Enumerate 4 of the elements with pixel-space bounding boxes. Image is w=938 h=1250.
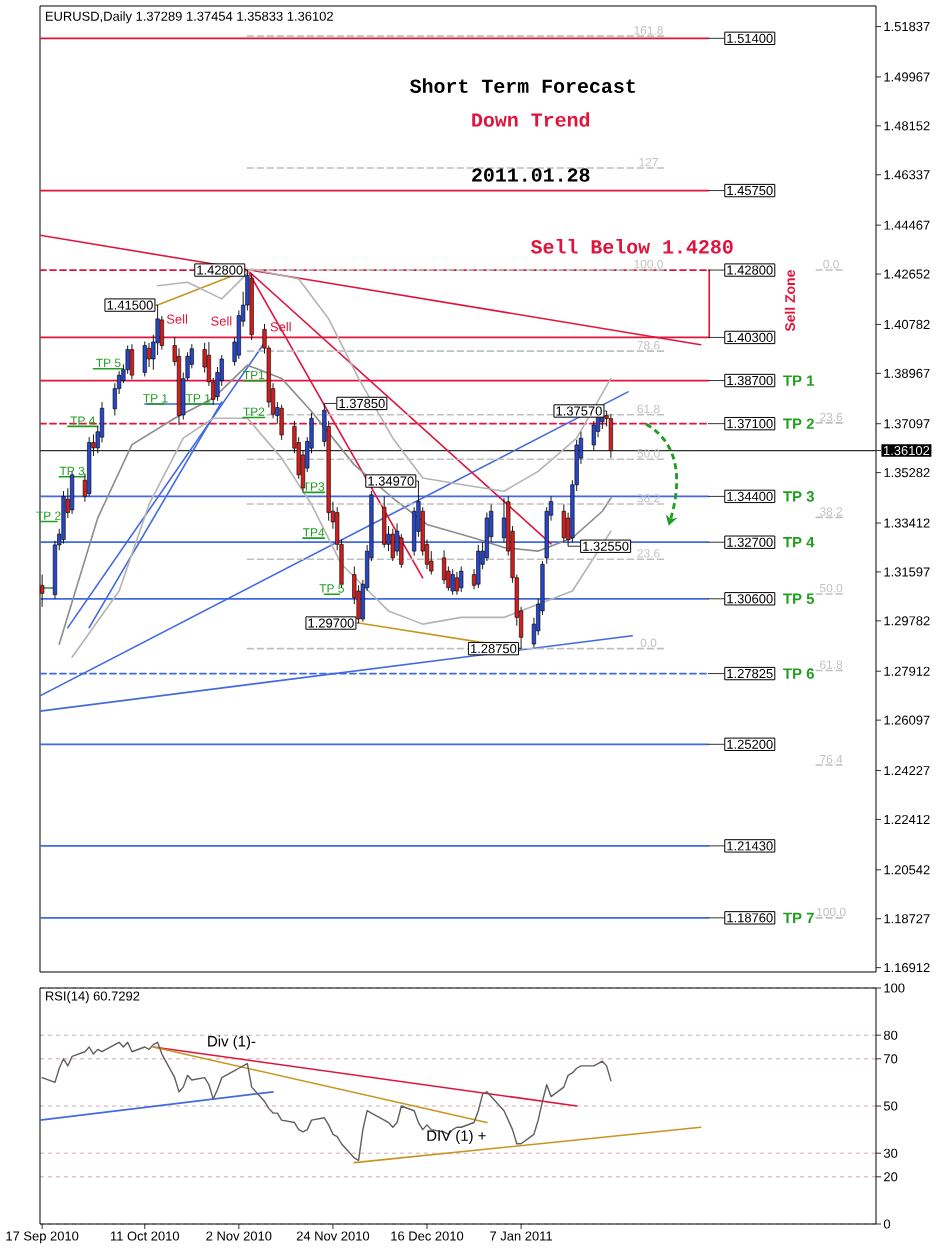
annotation: 2011.01.28 [472, 168, 590, 182]
text: Short Term Forecast [410, 78, 635, 93]
annotation: Sell Below 1.4280 [530, 239, 733, 254]
annotation: Down Trend [472, 112, 590, 127]
